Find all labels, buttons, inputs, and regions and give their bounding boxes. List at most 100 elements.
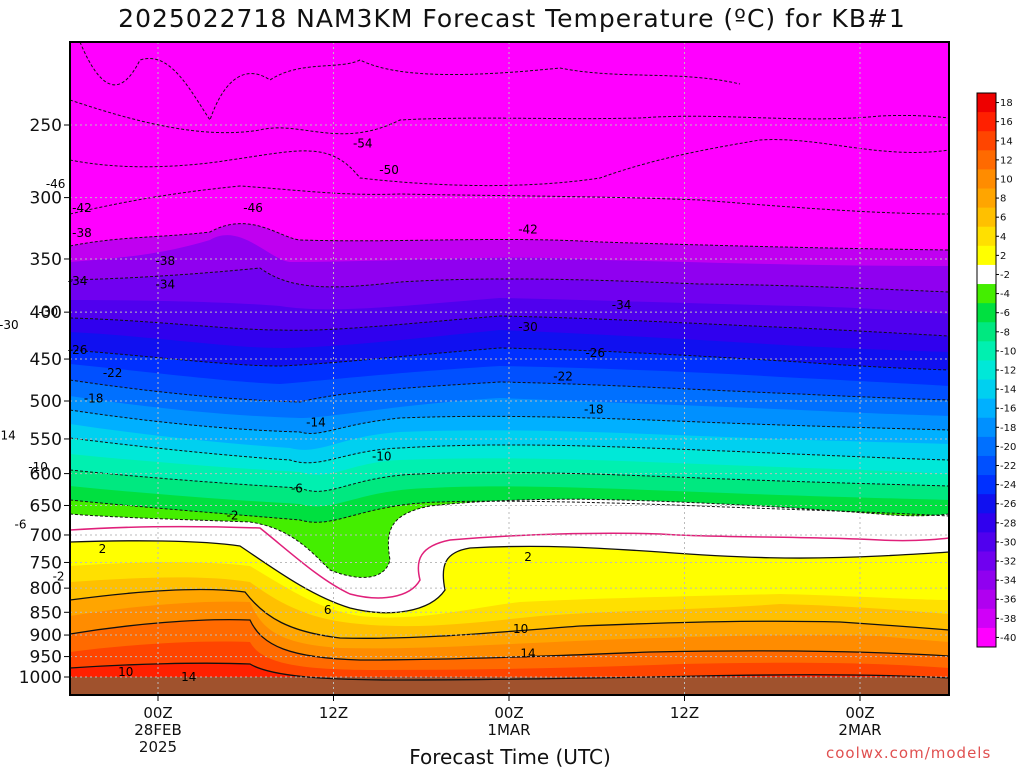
colorbar-label: -32 (1000, 557, 1016, 568)
colorbar-swatch (977, 303, 996, 323)
contour-label: -46 (46, 177, 66, 191)
plot-fill (70, 42, 949, 695)
grid-lines (70, 42, 949, 695)
contour-label: -42 (72, 201, 92, 215)
colorbar-swatch (977, 532, 996, 552)
contour-label: 6 (324, 603, 332, 617)
colorbar-swatch (977, 455, 996, 476)
contour-label: -50 (379, 163, 399, 177)
contour-label: -10 (28, 460, 48, 474)
colorbar-label: -16 (1000, 404, 1016, 415)
colorbar-swatch (977, 226, 996, 247)
colorbar-label: 4 (1000, 232, 1006, 243)
colorbar-label: -18 (1000, 423, 1016, 434)
y-tick-label: 700 (30, 526, 62, 546)
contour-labels: -54 -50 -46 -46 -42 -42 -38 -38 -34 -34 -34 -30 -30 -… (0, 137, 632, 684)
contour-label: 10 (513, 622, 528, 636)
x-tick-label: 12Z (319, 704, 348, 722)
contour-label: -34 (612, 298, 632, 312)
colorbar-label: -10 (1000, 346, 1016, 357)
chart-title: 2025022718 NAM3KM Forecast Temperature (… (118, 4, 906, 33)
colorbar-swatch (977, 188, 996, 209)
colorbar-label: -40 (1000, 633, 1016, 644)
contour-label: -30 (39, 305, 59, 319)
contour-label: -2 (53, 570, 65, 584)
colorbar-label: -12 (1000, 366, 1016, 377)
colorbar-swatch (977, 169, 996, 190)
solid-contours (70, 540, 949, 681)
contour-label: -2 (227, 509, 239, 523)
y-axis-ticks: 250 300 350 400 450 500 550 600 650 700 750 800 850 9… (19, 116, 70, 688)
contour-label: -26 (585, 346, 605, 360)
colorbar-swatch (977, 417, 996, 438)
colorbar-label: -36 (1000, 595, 1016, 606)
contour-label: -30 (0, 318, 19, 332)
contour-label: 2 (99, 542, 107, 556)
colorbar-label: 18 (1000, 98, 1013, 109)
colorbar-label: 16 (1000, 117, 1013, 128)
colorbar-swatch (977, 608, 996, 629)
y-tick-label: 250 (30, 116, 62, 136)
x-tick-label: 00Z 2MAR (838, 704, 881, 739)
contour-label: -6 (291, 482, 303, 496)
contour-label: -34 (156, 277, 176, 291)
colorbar-label: 12 (1000, 155, 1013, 166)
colorbar-swatch (977, 589, 996, 610)
y-tick-label: 1000 (19, 668, 62, 688)
colorbar-swatch (977, 131, 996, 151)
ground-surface (70, 677, 949, 695)
y-tick-label: 400 (30, 303, 62, 323)
colorbar-swatch (977, 513, 996, 533)
y-tick-label: 600 (30, 465, 62, 485)
y-tick-label: 650 (30, 496, 62, 516)
contour-label: -34 (68, 274, 88, 288)
y-tick-label: 300 (30, 189, 62, 209)
y-tick-label: 950 (30, 648, 62, 668)
y-tick-label: 550 (30, 430, 62, 450)
colorbar-swatch (977, 207, 996, 228)
credit-text: coolwx.com/models (826, 744, 992, 762)
colorbar-swatch (977, 150, 996, 170)
colorbar-swatch (977, 341, 996, 361)
contour-label: -30 (518, 320, 538, 334)
colorbar-label: -14 (1000, 385, 1016, 396)
colorbar-swatch (977, 284, 996, 304)
colorbar-swatch (977, 379, 996, 400)
colorbar: 18 16 14 12 10 8 6 4 2 -2 -4 -6 -8 -10 -12 -14 -16 -18 -20… (976, 92, 1016, 648)
contour-label: 14 (181, 670, 196, 684)
x-tick-label: 12Z (670, 704, 699, 722)
colorbar-label: -38 (1000, 614, 1016, 625)
colorbar-label: -6 (1000, 308, 1010, 319)
y-tick-label: 750 (30, 553, 62, 573)
x-tick-label: 00Z 28FEB 2025 (134, 704, 181, 756)
colorbar-swatch (977, 322, 996, 342)
colorbar-label: -8 (1000, 327, 1010, 338)
colorbar-label: -2 (1000, 270, 1010, 281)
colorbar-swatch (977, 436, 996, 457)
colorbar-label: -24 (1000, 480, 1016, 491)
contour-label: -14 (0, 428, 16, 442)
colorbar-swatch (977, 245, 996, 266)
y-tick-label: 450 (30, 350, 62, 370)
y-tick-label: 900 (30, 626, 62, 646)
contour-label: -38 (72, 226, 92, 240)
colorbar-label: -4 (1000, 289, 1010, 300)
contour-label: -10 (372, 450, 392, 464)
contour-label: -18 (584, 403, 604, 417)
colorbar-swatch (977, 360, 996, 381)
colorbar-label: -22 (1000, 461, 1016, 472)
colorbar-label: 8 (1000, 194, 1006, 205)
x-tick-label: 00Z 1MAR (487, 704, 530, 739)
y-tick-label: 800 (30, 579, 62, 599)
contour-label: -38 (156, 254, 176, 268)
colorbar-label: -26 (1000, 499, 1016, 510)
colorbar-label: -20 (1000, 442, 1016, 453)
dashed-contours (70, 42, 949, 578)
colorbar-label: 6 (1000, 213, 1006, 224)
contour-label: -22 (103, 366, 123, 380)
y-tick-label: 850 (30, 603, 62, 623)
colorbar-swatch (977, 398, 996, 419)
colorbar-label: -28 (1000, 518, 1016, 529)
contour-label: -46 (243, 201, 263, 215)
